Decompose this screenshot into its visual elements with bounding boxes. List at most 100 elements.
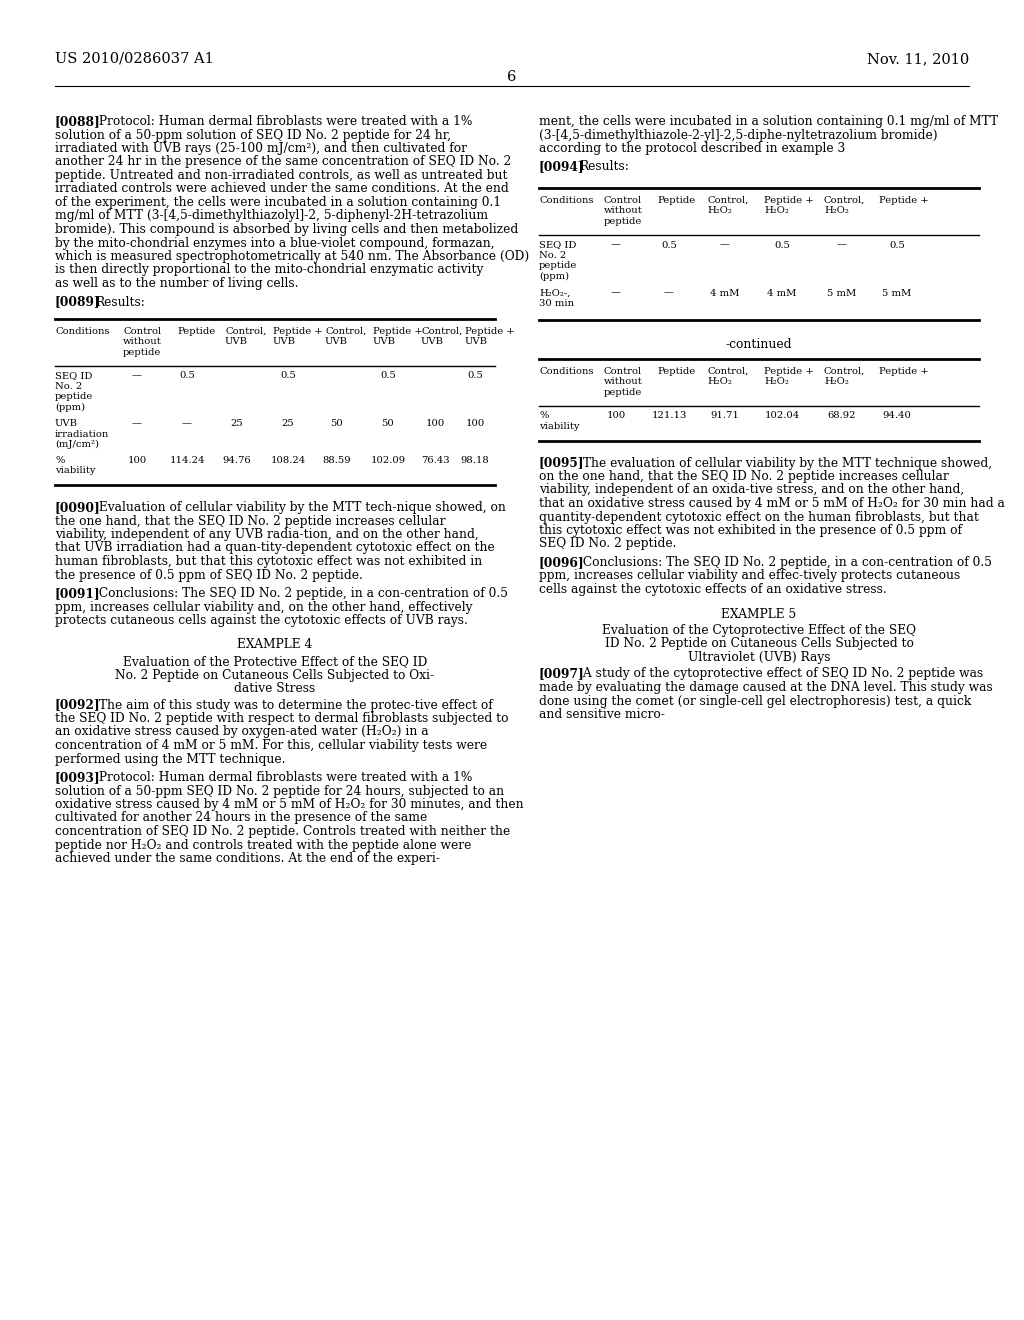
Text: No. 2 Peptide on Cutaneous Cells Subjected to Oxi-: No. 2 Peptide on Cutaneous Cells Subject… xyxy=(116,668,434,681)
Text: this cytotoxic effect was not exhibited in the presence of 0.5 ppm of: this cytotoxic effect was not exhibited … xyxy=(539,524,962,537)
Text: another 24 hr in the presence of the same concentration of SEQ ID No. 2: another 24 hr in the presence of the sam… xyxy=(55,156,511,169)
Text: cultivated for another 24 hours in the presence of the same: cultivated for another 24 hours in the p… xyxy=(55,812,427,825)
Text: viability, independent of an oxida-tive stress, and on the other hand,: viability, independent of an oxida-tive … xyxy=(539,483,965,496)
Text: 0.5: 0.5 xyxy=(662,240,677,249)
Text: Peptide +
UVB: Peptide + UVB xyxy=(373,327,423,346)
Text: peptide nor H₂O₂ and controls treated with the peptide alone were: peptide nor H₂O₂ and controls treated wi… xyxy=(55,838,471,851)
Text: solution of a 50-ppm solution of SEQ ID No. 2 peptide for 24 hr,: solution of a 50-ppm solution of SEQ ID … xyxy=(55,128,452,141)
Text: 6: 6 xyxy=(507,70,517,84)
Text: [0095]: [0095] xyxy=(539,457,585,470)
Text: Peptide: Peptide xyxy=(657,195,695,205)
Text: 50: 50 xyxy=(382,420,394,429)
Text: Peptide +: Peptide + xyxy=(879,195,929,205)
Text: Control,
UVB: Control, UVB xyxy=(421,327,463,346)
Text: achieved under the same conditions. At the end of the experi-: achieved under the same conditions. At t… xyxy=(55,851,440,865)
Text: Control,
H₂O₂: Control, H₂O₂ xyxy=(707,367,749,387)
Text: —: — xyxy=(132,371,142,380)
Text: Control
without
peptide: Control without peptide xyxy=(604,367,643,397)
Text: oxidative stress caused by 4 mM or 5 mM of H₂O₂ for 30 minutes, and then: oxidative stress caused by 4 mM or 5 mM … xyxy=(55,799,523,810)
Text: 100: 100 xyxy=(606,412,626,421)
Text: 4 mM: 4 mM xyxy=(711,289,739,297)
Text: the one hand, that the SEQ ID No. 2 peptide increases cellular: the one hand, that the SEQ ID No. 2 pept… xyxy=(55,515,445,528)
Text: [0090]: [0090] xyxy=(55,502,100,513)
Text: cells against the cytotoxic effects of an oxidative stress.: cells against the cytotoxic effects of a… xyxy=(539,583,887,597)
Text: 0.5: 0.5 xyxy=(280,371,296,380)
Text: as well as to the number of living cells.: as well as to the number of living cells… xyxy=(55,277,299,290)
Text: Protocol: Human dermal fibroblasts were treated with a 1%: Protocol: Human dermal fibroblasts were … xyxy=(95,771,472,784)
Text: 94.40: 94.40 xyxy=(883,412,911,421)
Text: Control,
H₂O₂: Control, H₂O₂ xyxy=(824,367,865,387)
Text: irradiated with UVB rays (25-100 mJ/cm²), and then cultivated for: irradiated with UVB rays (25-100 mJ/cm²)… xyxy=(55,143,467,154)
Text: EXAMPLE 4: EXAMPLE 4 xyxy=(238,639,312,652)
Text: Control,
H₂O₂: Control, H₂O₂ xyxy=(707,195,749,215)
Text: [0089]: [0089] xyxy=(55,296,100,309)
Text: (3-[4,5-dimethylthiazole-2-yl]-2,5-diphe-nyltetrazolium bromide): (3-[4,5-dimethylthiazole-2-yl]-2,5-diphe… xyxy=(539,128,938,141)
Text: [0096]: [0096] xyxy=(539,556,585,569)
Text: Results:: Results: xyxy=(95,296,144,309)
Text: 76.43: 76.43 xyxy=(421,455,450,465)
Text: [0088]: [0088] xyxy=(55,115,100,128)
Text: US 2010/0286037 A1: US 2010/0286037 A1 xyxy=(55,51,214,66)
Text: 25: 25 xyxy=(282,420,294,429)
Text: Control,
UVB: Control, UVB xyxy=(225,327,266,346)
Text: SEQ ID
No. 2
peptide
(ppm): SEQ ID No. 2 peptide (ppm) xyxy=(55,371,93,412)
Text: 100: 100 xyxy=(425,420,444,429)
Text: —: — xyxy=(182,420,193,429)
Text: Peptide +
H₂O₂: Peptide + H₂O₂ xyxy=(764,195,814,215)
Text: dative Stress: dative Stress xyxy=(234,682,315,696)
Text: %
viability: % viability xyxy=(55,455,95,475)
Text: 68.92: 68.92 xyxy=(827,412,856,421)
Text: ment, the cells were incubated in a solution containing 0.1 mg/ml of MTT: ment, the cells were incubated in a solu… xyxy=(539,115,998,128)
Text: Control
without
peptide: Control without peptide xyxy=(123,327,162,356)
Text: Peptide: Peptide xyxy=(657,367,695,376)
Text: the SEQ ID No. 2 peptide with respect to dermal fibroblasts subjected to: the SEQ ID No. 2 peptide with respect to… xyxy=(55,711,509,725)
Text: done using the comet (or single-cell gel electrophoresis) test, a quick: done using the comet (or single-cell gel… xyxy=(539,694,971,708)
Text: Peptide +
H₂O₂: Peptide + H₂O₂ xyxy=(764,367,814,387)
Text: 0.5: 0.5 xyxy=(774,240,790,249)
Text: Evaluation of the Protective Effect of the SEQ ID: Evaluation of the Protective Effect of t… xyxy=(123,655,427,668)
Text: 102.09: 102.09 xyxy=(371,455,406,465)
Text: concentration of SEQ ID No. 2 peptide. Controls treated with neither the: concentration of SEQ ID No. 2 peptide. C… xyxy=(55,825,510,838)
Text: 100: 100 xyxy=(465,420,484,429)
Text: that UVB irradiation had a quan-tity-dependent cytotoxic effect on the: that UVB irradiation had a quan-tity-dep… xyxy=(55,541,495,554)
Text: the presence of 0.5 ppm of SEQ ID No. 2 peptide.: the presence of 0.5 ppm of SEQ ID No. 2 … xyxy=(55,569,362,582)
Text: concentration of 4 mM or 5 mM. For this, cellular viability tests were: concentration of 4 mM or 5 mM. For this,… xyxy=(55,739,487,752)
Text: Conditions: Conditions xyxy=(539,367,594,376)
Text: Control,
UVB: Control, UVB xyxy=(325,327,367,346)
Text: [0097]: [0097] xyxy=(539,668,585,681)
Text: —: — xyxy=(664,289,674,297)
Text: Conditions: Conditions xyxy=(539,195,594,205)
Text: —: — xyxy=(132,420,142,429)
Text: 100: 100 xyxy=(127,455,146,465)
Text: is then directly proportional to the mito-chondrial enzymatic activity: is then directly proportional to the mit… xyxy=(55,264,483,276)
Text: ID No. 2 Peptide on Cutaneous Cells Subjected to: ID No. 2 Peptide on Cutaneous Cells Subj… xyxy=(604,638,913,651)
Text: The evaluation of cellular viability by the MTT technique showed,: The evaluation of cellular viability by … xyxy=(579,457,992,470)
Text: EXAMPLE 5: EXAMPLE 5 xyxy=(721,607,797,620)
Text: 102.04: 102.04 xyxy=(764,412,800,421)
Text: Peptide +
UVB: Peptide + UVB xyxy=(273,327,323,346)
Text: bromide). This compound is absorbed by living cells and then metabolized: bromide). This compound is absorbed by l… xyxy=(55,223,518,236)
Text: 91.71: 91.71 xyxy=(711,412,739,421)
Text: —: — xyxy=(720,240,730,249)
Text: 0.5: 0.5 xyxy=(179,371,195,380)
Text: mg/ml of MTT (3-[4,5-dimethylthiazolyl]-2, 5-diphenyl-2H-tetrazolium: mg/ml of MTT (3-[4,5-dimethylthiazolyl]-… xyxy=(55,210,488,223)
Text: SEQ ID
No. 2
peptide
(ppm): SEQ ID No. 2 peptide (ppm) xyxy=(539,240,578,281)
Text: 0.5: 0.5 xyxy=(380,371,396,380)
Text: Ultraviolet (UVB) Rays: Ultraviolet (UVB) Rays xyxy=(688,651,830,664)
Text: H₂O₂-,
30 min: H₂O₂-, 30 min xyxy=(539,289,574,308)
Text: Results:: Results: xyxy=(579,161,629,173)
Text: —: — xyxy=(611,240,621,249)
Text: irradiated controls were achieved under the same conditions. At the end: irradiated controls were achieved under … xyxy=(55,182,509,195)
Text: 0.5: 0.5 xyxy=(467,371,483,380)
Text: Control,
H₂O₂: Control, H₂O₂ xyxy=(824,195,865,215)
Text: 0.5: 0.5 xyxy=(889,240,905,249)
Text: Evaluation of the Cytoprotective Effect of the SEQ: Evaluation of the Cytoprotective Effect … xyxy=(602,624,916,638)
Text: [0092]: [0092] xyxy=(55,698,100,711)
Text: The aim of this study was to determine the protec-tive effect of: The aim of this study was to determine t… xyxy=(95,698,493,711)
Text: Peptide +
UVB: Peptide + UVB xyxy=(465,327,515,346)
Text: quantity-dependent cytotoxic effect on the human fibroblasts, but that: quantity-dependent cytotoxic effect on t… xyxy=(539,511,979,524)
Text: Evaluation of cellular viability by the MTT tech-nique showed, on: Evaluation of cellular viability by the … xyxy=(95,502,506,513)
Text: 94.76: 94.76 xyxy=(222,455,251,465)
Text: 25: 25 xyxy=(230,420,244,429)
Text: 98.18: 98.18 xyxy=(461,455,489,465)
